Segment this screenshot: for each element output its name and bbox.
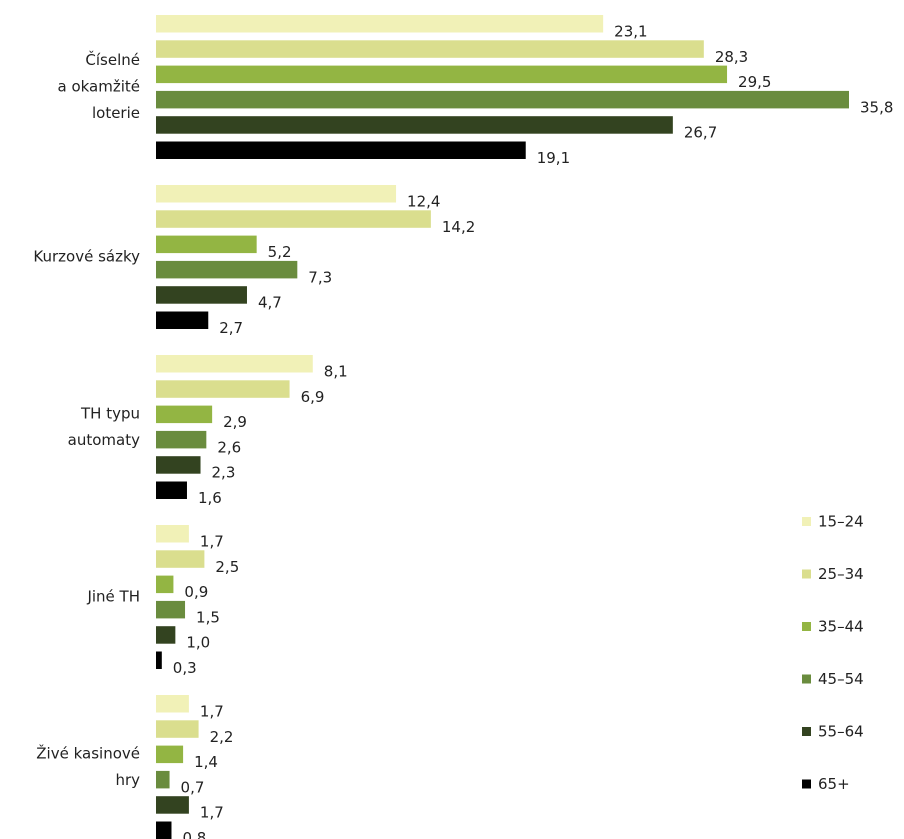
legend-label: 55–64 <box>818 723 864 741</box>
category-label: Kurzové sázky <box>33 248 140 266</box>
legend-label: 25–34 <box>818 565 864 583</box>
bar <box>156 550 205 568</box>
bar <box>156 185 397 203</box>
value-label: 29,5 <box>738 73 771 91</box>
value-label: 6,9 <box>301 388 325 406</box>
bar <box>156 40 704 58</box>
bar <box>156 626 176 644</box>
value-label: 8,1 <box>324 363 348 381</box>
bar <box>156 456 201 474</box>
category-label: loterie <box>92 104 140 122</box>
bar <box>156 821 172 839</box>
category-label: Jiné TH <box>86 588 140 606</box>
bar <box>156 430 207 449</box>
bar <box>156 116 673 134</box>
legend-swatch <box>802 674 811 684</box>
value-label: 4,7 <box>258 294 282 312</box>
category-label: Číselné <box>85 50 140 69</box>
legend-swatch <box>802 622 811 631</box>
category-label: automaty <box>68 431 140 449</box>
value-label: 23,1 <box>614 23 647 41</box>
value-label: 1,7 <box>200 533 224 551</box>
value-label: 14,2 <box>442 218 475 236</box>
value-label: 35,8 <box>860 98 893 116</box>
legend: 15–24 25–34 35–44 45–54 55–64 65+ <box>802 513 864 793</box>
value-label: 1,7 <box>200 804 224 822</box>
bar <box>156 380 290 398</box>
legend-swatch <box>802 517 811 526</box>
bar <box>156 770 170 789</box>
value-label: 1,4 <box>194 753 218 771</box>
bar <box>156 260 298 279</box>
legend-label: 35–44 <box>818 618 864 636</box>
bar <box>156 141 526 159</box>
bar <box>156 720 199 738</box>
value-label: 2,5 <box>215 558 239 576</box>
bars <box>156 15 849 839</box>
bar <box>156 65 728 84</box>
bar <box>156 575 174 594</box>
value-label: 1,7 <box>200 703 224 721</box>
value-label: 2,6 <box>217 438 241 456</box>
category-label: Živé kasinové <box>36 743 140 762</box>
bar <box>156 405 213 424</box>
value-label: 2,2 <box>210 728 234 746</box>
bar <box>156 90 849 109</box>
bar <box>156 651 162 669</box>
value-label: 0,9 <box>184 583 208 601</box>
category-label: hry <box>115 771 140 789</box>
value-label: 28,3 <box>715 48 748 66</box>
value-label: 2,3 <box>212 464 236 482</box>
bar <box>156 15 604 33</box>
value-label: 26,7 <box>684 124 717 142</box>
bar <box>156 600 186 619</box>
category-label: a okamžité <box>57 78 140 96</box>
value-label: 2,9 <box>223 413 247 431</box>
bar <box>156 525 189 543</box>
category-label: TH typu <box>80 404 140 422</box>
value-label: 1,0 <box>186 634 210 652</box>
legend-label: 15–24 <box>818 513 864 531</box>
value-label: 19,1 <box>537 149 570 167</box>
value-label: 0,7 <box>181 778 205 796</box>
value-label: 1,5 <box>196 608 220 626</box>
value-label: 5,2 <box>268 243 292 261</box>
bar <box>156 745 184 764</box>
value-label: 2,7 <box>219 319 243 337</box>
value-label: 7,3 <box>308 268 332 286</box>
value-label: 0,8 <box>182 829 206 839</box>
legend-label: 65+ <box>818 775 850 793</box>
value-label: 12,4 <box>407 193 440 211</box>
value-label: 0,3 <box>173 659 197 677</box>
bar <box>156 796 189 814</box>
bar <box>156 481 187 499</box>
bar <box>156 210 431 228</box>
legend-label: 45–54 <box>818 670 864 688</box>
value-label: 1,6 <box>198 489 222 507</box>
bar <box>156 311 209 329</box>
bar <box>156 286 247 304</box>
legend-swatch <box>802 569 811 579</box>
value-labels: 23,1 28,3 29,5 35,8 26,7 19,1 12,414,2 5,2 7,3 4,… <box>173 23 894 839</box>
legend-swatch <box>802 779 811 789</box>
legend-swatch <box>802 727 811 736</box>
bar <box>156 235 257 254</box>
category-labels: Číselné a okamžité loterie Kurzové sázky TH … <box>33 50 140 789</box>
bar <box>156 355 313 373</box>
bar <box>156 695 189 713</box>
